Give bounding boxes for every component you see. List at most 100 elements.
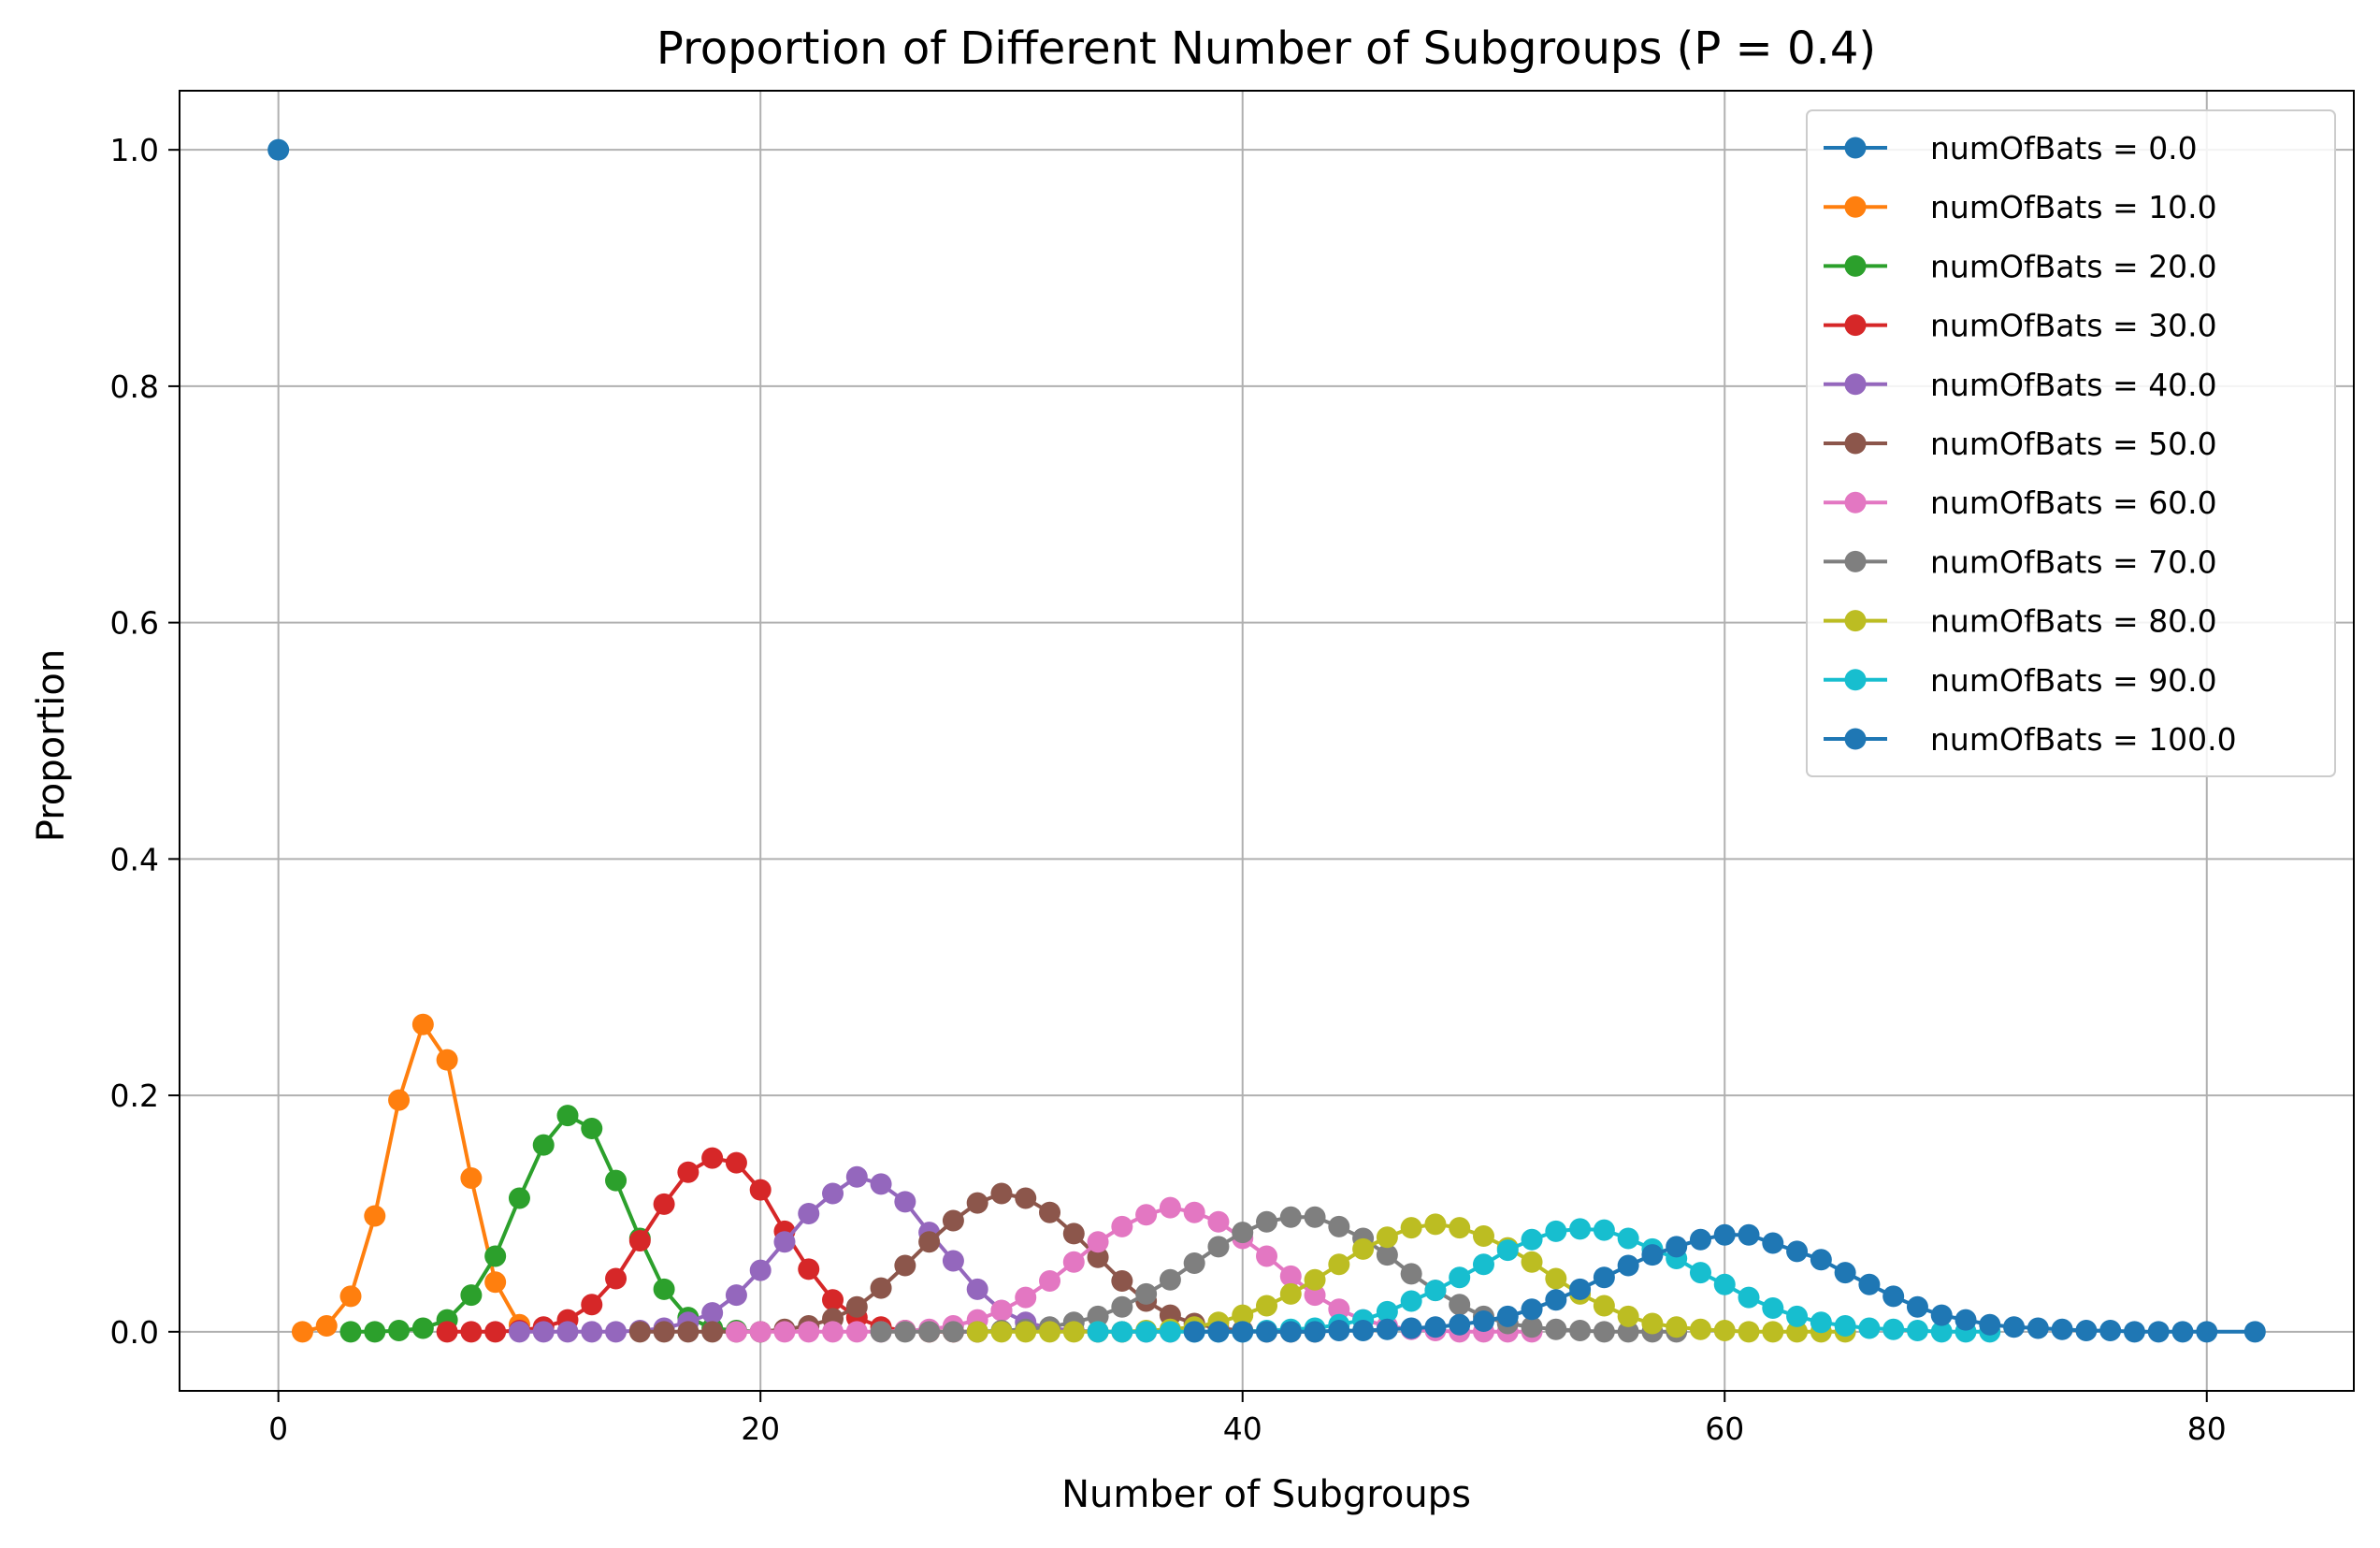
data-point <box>1472 1224 1494 1247</box>
data-point <box>870 1277 892 1299</box>
data-point <box>291 1321 313 1343</box>
data-point <box>436 1049 458 1071</box>
data-point <box>1472 1253 1494 1276</box>
data-point <box>1352 1237 1375 1260</box>
data-point <box>653 1193 675 1215</box>
legend-label: numOfBats = 70.0 <box>1930 543 2217 580</box>
data-point <box>918 1231 941 1253</box>
data-point <box>798 1258 820 1280</box>
data-point <box>1762 1297 1784 1320</box>
data-point <box>1738 1286 1760 1309</box>
data-point <box>1713 1320 1736 1342</box>
data-point <box>411 1317 434 1339</box>
data-point <box>628 1230 651 1252</box>
data-point <box>1834 1262 1856 1284</box>
data-point <box>508 1187 530 1209</box>
data-point <box>1593 1321 1615 1343</box>
data-point <box>798 1202 820 1224</box>
data-point <box>1400 1317 1422 1339</box>
legend-item: numOfBats = 100.0 <box>1824 721 2237 758</box>
data-point <box>725 1151 747 1174</box>
data-point <box>1593 1219 1615 1241</box>
data-point <box>267 138 290 161</box>
data-point <box>1930 1304 1953 1326</box>
data-point <box>1400 1263 1422 1285</box>
data-point <box>822 1182 844 1205</box>
series-1 <box>291 1013 530 1343</box>
data-point <box>1810 1249 1832 1271</box>
data-point <box>1521 1298 1543 1321</box>
data-point <box>1424 1316 1447 1338</box>
data-point <box>798 1321 820 1343</box>
data-point <box>1930 1321 1953 1343</box>
data-point <box>1786 1321 1809 1343</box>
data-point <box>1256 1210 1277 1233</box>
data-point <box>1062 1251 1085 1273</box>
legend-marker <box>1844 432 1867 455</box>
data-point <box>822 1289 844 1311</box>
data-point <box>845 1165 868 1188</box>
data-point <box>1304 1321 1326 1343</box>
legend-item: numOfBats = 80.0 <box>1824 603 2217 640</box>
data-point <box>918 1321 941 1343</box>
axis-ticks: 0 20 40 60 80 0.0 0.2 0.4 0.6 0.8 1.0 <box>110 132 2227 1447</box>
data-point <box>508 1321 530 1343</box>
series-0 <box>267 138 290 161</box>
data-point <box>845 1321 868 1343</box>
data-point <box>1641 1312 1664 1335</box>
data-point <box>1786 1240 1809 1263</box>
data-point <box>2196 1321 2218 1343</box>
x-tick-label: 60 <box>1705 1411 1744 1447</box>
data-point <box>411 1013 434 1035</box>
data-point <box>1352 1320 1375 1342</box>
data-point <box>1882 1285 1905 1308</box>
data-point <box>1328 1298 1350 1321</box>
legend-label: numOfBats = 50.0 <box>1930 426 2217 462</box>
data-point <box>1279 1265 1302 1287</box>
data-point <box>1159 1196 1181 1219</box>
series-10 <box>1183 1223 2266 1343</box>
chart-title: Proportion of Different Number of Subgro… <box>656 22 1876 75</box>
data-point <box>1689 1228 1711 1251</box>
data-point <box>990 1299 1013 1322</box>
data-point <box>990 1182 1013 1205</box>
data-point <box>339 1285 362 1308</box>
data-point <box>1786 1305 1809 1327</box>
data-point <box>1521 1228 1543 1251</box>
data-point <box>1328 1320 1350 1342</box>
data-point <box>1545 1267 1567 1290</box>
data-point <box>701 1147 724 1169</box>
legend-item: numOfBats = 50.0 <box>1824 426 2217 462</box>
data-point <box>1111 1321 1133 1343</box>
data-point <box>1472 1309 1494 1332</box>
data-point <box>460 1167 483 1190</box>
legend-item: numOfBats = 30.0 <box>1824 308 2217 344</box>
data-point <box>822 1321 844 1343</box>
data-point <box>2075 1320 2098 1342</box>
data-point <box>1593 1266 1615 1289</box>
data-point <box>677 1161 700 1183</box>
data-point <box>1641 1244 1664 1266</box>
data-point <box>1569 1320 1592 1342</box>
data-point <box>388 1089 411 1111</box>
data-point <box>749 1259 772 1281</box>
data-point <box>1328 1253 1350 1276</box>
legend-item: numOfBats = 20.0 <box>1824 248 2217 284</box>
data-point <box>1135 1321 1158 1343</box>
data-point <box>653 1278 675 1300</box>
legend-marker <box>1844 610 1867 632</box>
data-point <box>1882 1318 1905 1340</box>
legend-marker <box>1844 728 1867 750</box>
legend-item: numOfBats = 0.0 <box>1824 130 2198 166</box>
data-point <box>2147 1321 2170 1343</box>
legend-item: numOfBats = 10.0 <box>1824 189 2217 225</box>
data-point <box>1713 1223 1736 1246</box>
data-point <box>1062 1321 1085 1343</box>
data-point <box>1256 1295 1277 1317</box>
data-point <box>1279 1282 1302 1305</box>
data-point <box>581 1321 603 1343</box>
data-point <box>1424 1280 1447 1302</box>
data-point <box>1689 1318 1711 1340</box>
data-point <box>1062 1222 1085 1245</box>
